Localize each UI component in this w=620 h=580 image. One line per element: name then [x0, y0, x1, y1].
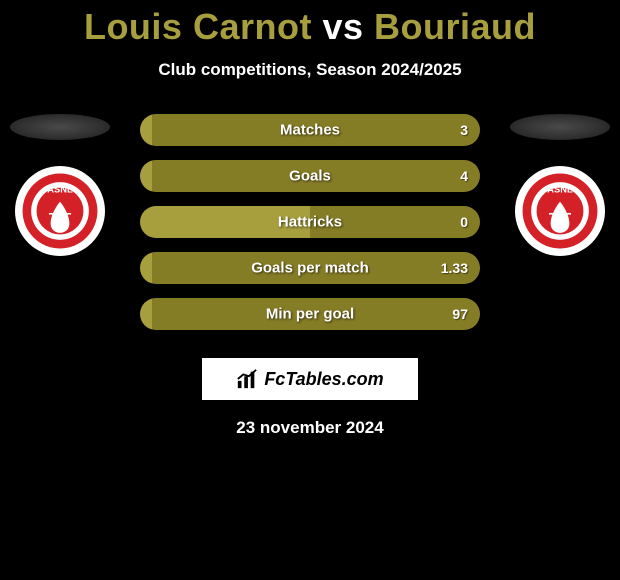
stat-row: 3Matches: [140, 114, 480, 146]
stat-left-value: [140, 160, 152, 192]
asnl-badge-icon: ASNL: [521, 172, 599, 250]
stat-row: 0Hattricks: [140, 206, 480, 238]
stat-label: Min per goal: [266, 306, 354, 323]
stat-row: 97Min per goal: [140, 298, 480, 330]
asnl-badge-icon: ASNL: [21, 172, 99, 250]
vs-text: vs: [322, 6, 363, 47]
stat-label: Goals: [289, 168, 331, 185]
brand-text: FcTables.com: [264, 369, 383, 390]
stat-label: Goals per match: [251, 260, 369, 277]
svg-text:ASNL: ASNL: [547, 184, 573, 194]
brand-box: FcTables.com: [202, 358, 418, 400]
player2-club-badge: ASNL: [515, 166, 605, 256]
svg-text:ASNL: ASNL: [47, 184, 73, 194]
player1-club-badge: ASNL: [15, 166, 105, 256]
player2-column: ASNL: [510, 114, 610, 256]
stat-left-value: [140, 298, 152, 330]
stat-left-value: [140, 252, 152, 284]
date-text: 23 november 2024: [0, 418, 620, 438]
stat-bars: 3Matches 4Goals 0Hattricks 1.33Goals per ma…: [140, 114, 480, 330]
stat-label: Matches: [280, 122, 340, 139]
subtitle: Club competitions, Season 2024/2025: [0, 60, 620, 80]
player2-avatar-placeholder: [510, 114, 610, 140]
stat-left-value: [140, 114, 152, 146]
player1-name: Louis Carnot: [84, 6, 312, 47]
stat-label: Hattricks: [278, 214, 342, 231]
chart-icon: [236, 368, 258, 390]
player1-avatar-placeholder: [10, 114, 110, 140]
player2-name: Bouriaud: [374, 6, 536, 47]
stat-row: 1.33Goals per match: [140, 252, 480, 284]
player1-column: ASNL: [10, 114, 110, 256]
stat-row: 4Goals: [140, 160, 480, 192]
comparison-chart: ASNL ASNL 3Matches 4Goals 0Hattricks 1.33Go…: [0, 114, 620, 334]
page-title: Louis Carnot vs Bouriaud: [0, 0, 620, 48]
